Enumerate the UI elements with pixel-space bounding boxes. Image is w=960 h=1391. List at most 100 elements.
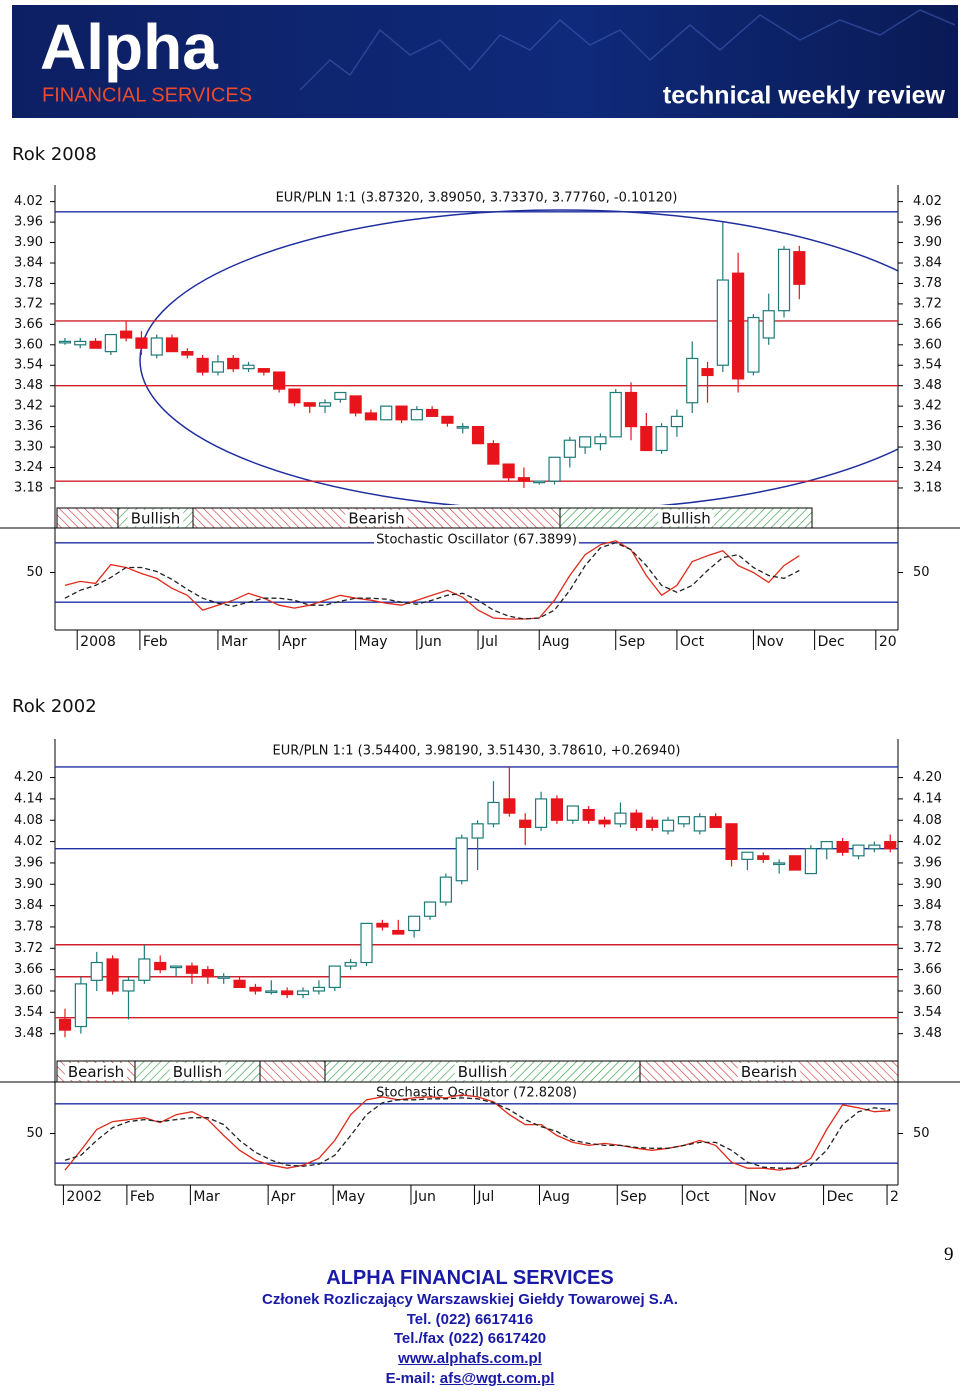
candle-body xyxy=(502,463,515,479)
candle-body xyxy=(426,408,439,417)
y-tick-label: 3.72 xyxy=(14,296,43,311)
y-tick-label: 3.60 xyxy=(913,337,942,352)
candle-body xyxy=(120,330,133,339)
y-tick-label: 3.42 xyxy=(913,399,942,414)
candle-body xyxy=(709,816,722,828)
candle-body xyxy=(836,840,849,853)
banner-decoration xyxy=(299,9,956,91)
x-tick-label: May xyxy=(359,634,388,650)
candle-body xyxy=(265,990,278,994)
footer-email-label: E-mail: xyxy=(385,1370,436,1387)
y-tick-label: 3.54 xyxy=(913,1005,942,1020)
signal-label-bg xyxy=(127,510,184,526)
candle-body xyxy=(594,436,607,445)
y-tick-label: 3.66 xyxy=(14,317,43,332)
y-tick-label: 3.66 xyxy=(913,317,942,332)
candle-body xyxy=(747,316,760,373)
candle-body xyxy=(548,456,561,482)
candle-body xyxy=(503,798,516,814)
x-tick-label: Jul xyxy=(476,1189,494,1205)
x-tick-label: Oct xyxy=(685,1189,710,1205)
candle-body xyxy=(233,979,246,989)
footer-email-row: E-mail: afs@wgt.com.pl xyxy=(0,1370,940,1388)
y-tick-label: 4.08 xyxy=(913,813,942,828)
footer-website[interactable]: www.alphafs.com.pl xyxy=(398,1350,542,1367)
x-tick-label: Apr xyxy=(282,634,306,650)
signal-label: Bearish xyxy=(348,510,404,528)
candle-body xyxy=(534,798,548,828)
x-tick-label: 2002 xyxy=(66,1189,102,1205)
candle-body xyxy=(519,819,532,828)
y-tick-label: 3.30 xyxy=(14,440,43,455)
x-tick-label: Feb xyxy=(130,1189,155,1205)
y-tick-label: 3.36 xyxy=(14,419,43,434)
x-tick-label: Nov xyxy=(756,634,783,650)
y-tick-label: 3.60 xyxy=(14,983,43,998)
candle-body xyxy=(135,337,148,349)
y-tick-label: 3.60 xyxy=(14,337,43,352)
oscillator-line xyxy=(64,542,800,620)
candle-body xyxy=(609,391,622,438)
y-tick-label: 3.54 xyxy=(913,358,942,373)
candle-body xyxy=(410,408,423,421)
candle-body xyxy=(868,844,881,850)
y-tick-label: 3.96 xyxy=(913,855,942,870)
signal-label: Bullish xyxy=(173,1063,223,1081)
y-tick-label: 3.84 xyxy=(14,255,43,270)
candle-body xyxy=(408,915,421,932)
candle-body xyxy=(455,837,468,882)
candle-body xyxy=(58,340,72,344)
chart-title: EUR/PLN 1:1 (3.87320, 3.89050, 3.73370, … xyxy=(276,191,678,206)
candle-body xyxy=(392,929,405,935)
x-tick-label: 2008 xyxy=(80,634,116,650)
y-tick-label: 3.72 xyxy=(913,941,942,956)
candle-body xyxy=(757,855,770,860)
y-tick-label: 4.02 xyxy=(14,194,43,209)
signal-label: Bullish xyxy=(458,1063,508,1081)
y-tick-label: 4.20 xyxy=(913,770,942,785)
y-tick-label: 3.96 xyxy=(14,215,43,230)
candle-body xyxy=(471,823,484,839)
signal-label-bg xyxy=(169,1063,226,1080)
candle-body xyxy=(624,391,638,428)
candle-body xyxy=(423,901,437,917)
logo: Alpha xyxy=(40,11,218,83)
section-caption: Rok 2002 xyxy=(12,696,97,717)
x-tick-label: Dec xyxy=(827,1189,854,1205)
y-tick-label: 3.18 xyxy=(913,480,942,495)
candle-body xyxy=(181,351,194,356)
candle-body xyxy=(296,990,310,996)
signal-label-bg xyxy=(64,1063,128,1080)
candle-body xyxy=(661,819,675,832)
y-tick-label: 4.14 xyxy=(14,791,43,806)
y-tick-label: 3.48 xyxy=(913,1026,942,1041)
y-tick-label: 50 xyxy=(913,1126,930,1141)
x-tick-label: Apr xyxy=(271,1189,295,1205)
candle-body xyxy=(249,986,262,992)
candle-body xyxy=(89,340,102,349)
tagline: technical weekly review xyxy=(663,82,946,110)
footer-email[interactable]: afs@wgt.com.pl xyxy=(439,1370,555,1387)
candle-body xyxy=(281,990,294,996)
x-tick-label: Jun xyxy=(413,1189,436,1205)
candle-body xyxy=(257,368,270,373)
candle-body xyxy=(360,922,373,964)
y-tick-label: 3.18 xyxy=(14,480,43,495)
signal-label: Bullish xyxy=(661,510,711,528)
y-tick-label: 3.54 xyxy=(14,1005,43,1020)
candle-body xyxy=(640,426,653,452)
y-tick-label: 3.48 xyxy=(913,378,942,393)
signal-label-bg xyxy=(454,1063,511,1080)
candle-body xyxy=(598,819,611,825)
candle-body xyxy=(104,333,117,353)
candle-body xyxy=(288,388,301,404)
y-tick-label: 3.30 xyxy=(913,440,942,455)
oscillator-line xyxy=(64,540,800,620)
candle-body xyxy=(456,426,469,429)
oscillator-title: Stochastic Oscillator (67.3899) xyxy=(376,533,577,548)
candle-body xyxy=(169,965,183,969)
candle-body xyxy=(804,848,817,875)
logo-subtitle: FINANCIAL SERVICES xyxy=(42,84,252,106)
candle-body xyxy=(74,983,87,1028)
footer-phone: Tel. (022) 6617416 xyxy=(406,1311,534,1328)
